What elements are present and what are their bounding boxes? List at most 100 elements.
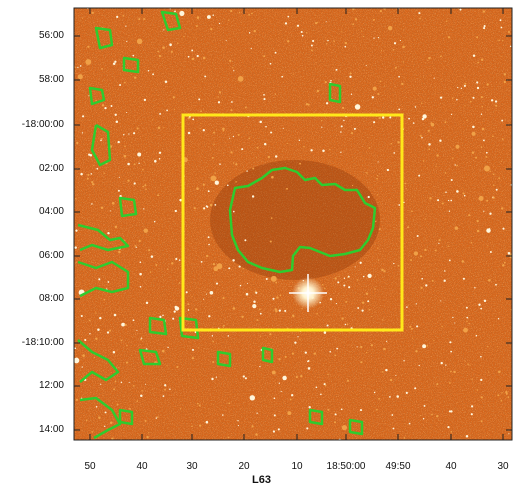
star (422, 344, 427, 349)
star (492, 173, 495, 176)
star (456, 98, 458, 101)
star (284, 22, 288, 25)
star (321, 284, 324, 286)
star (382, 116, 385, 119)
y-tick-label: -18:00:00 (21, 119, 64, 130)
star (248, 137, 251, 140)
star (487, 345, 489, 348)
star (341, 424, 348, 431)
star (365, 65, 367, 67)
star (420, 286, 423, 289)
star (191, 295, 193, 297)
star (244, 106, 247, 109)
star (166, 109, 168, 112)
star (334, 354, 337, 357)
star (393, 42, 397, 45)
star (386, 340, 388, 342)
star (270, 217, 273, 219)
star (259, 120, 262, 124)
star (376, 175, 379, 177)
star (379, 10, 382, 13)
star (335, 68, 338, 71)
star (274, 155, 278, 158)
star (452, 157, 454, 159)
star (265, 278, 268, 280)
star (222, 297, 225, 300)
star (296, 24, 300, 27)
star (483, 25, 486, 28)
star (500, 399, 503, 402)
star (462, 277, 465, 280)
y-tick-label: 58:00 (38, 74, 64, 85)
star (104, 425, 106, 427)
star (248, 32, 251, 34)
star (173, 310, 176, 313)
star (191, 425, 193, 428)
star (379, 80, 382, 83)
star (217, 101, 221, 104)
star (128, 133, 130, 135)
star (98, 416, 101, 420)
star (225, 40, 227, 42)
star (91, 11, 94, 15)
star (360, 361, 363, 364)
star (304, 351, 307, 354)
star (311, 49, 313, 52)
contour-left-5 (79, 396, 122, 440)
star (153, 220, 156, 223)
star (167, 268, 169, 270)
star (75, 198, 77, 200)
star (228, 267, 231, 270)
star (373, 121, 376, 124)
star (211, 156, 214, 159)
star (444, 121, 447, 124)
star (300, 30, 303, 34)
star (229, 59, 232, 62)
star (259, 312, 262, 315)
star (176, 365, 179, 369)
star (323, 331, 327, 334)
star (403, 437, 406, 439)
star (230, 109, 233, 112)
star (501, 119, 504, 122)
star (187, 55, 190, 58)
star (450, 370, 452, 373)
star (156, 416, 159, 419)
star (178, 259, 181, 261)
y-tick-label: 02:00 (38, 163, 64, 174)
star (136, 38, 143, 45)
star (326, 324, 329, 327)
star (477, 61, 479, 64)
star (155, 264, 158, 266)
star (121, 322, 126, 327)
star (267, 155, 271, 159)
star (471, 151, 475, 154)
star (80, 172, 83, 176)
star (459, 8, 462, 11)
star (139, 285, 142, 288)
star (453, 370, 456, 374)
star (103, 298, 106, 301)
star (203, 207, 206, 210)
star (133, 163, 136, 166)
star (333, 40, 335, 43)
star (237, 76, 244, 82)
star (114, 380, 117, 383)
star (403, 360, 405, 362)
star (410, 259, 413, 262)
star (341, 317, 344, 320)
star (162, 46, 165, 49)
star (371, 96, 374, 99)
star (426, 345, 429, 347)
star (272, 430, 276, 433)
star (486, 83, 489, 86)
bright-star (289, 274, 327, 312)
star (95, 100, 97, 102)
contour-bottom-3 (118, 408, 134, 426)
star (205, 254, 209, 258)
star (441, 325, 443, 328)
star (481, 127, 485, 131)
star (108, 329, 112, 332)
star (169, 388, 171, 390)
star (214, 203, 217, 206)
